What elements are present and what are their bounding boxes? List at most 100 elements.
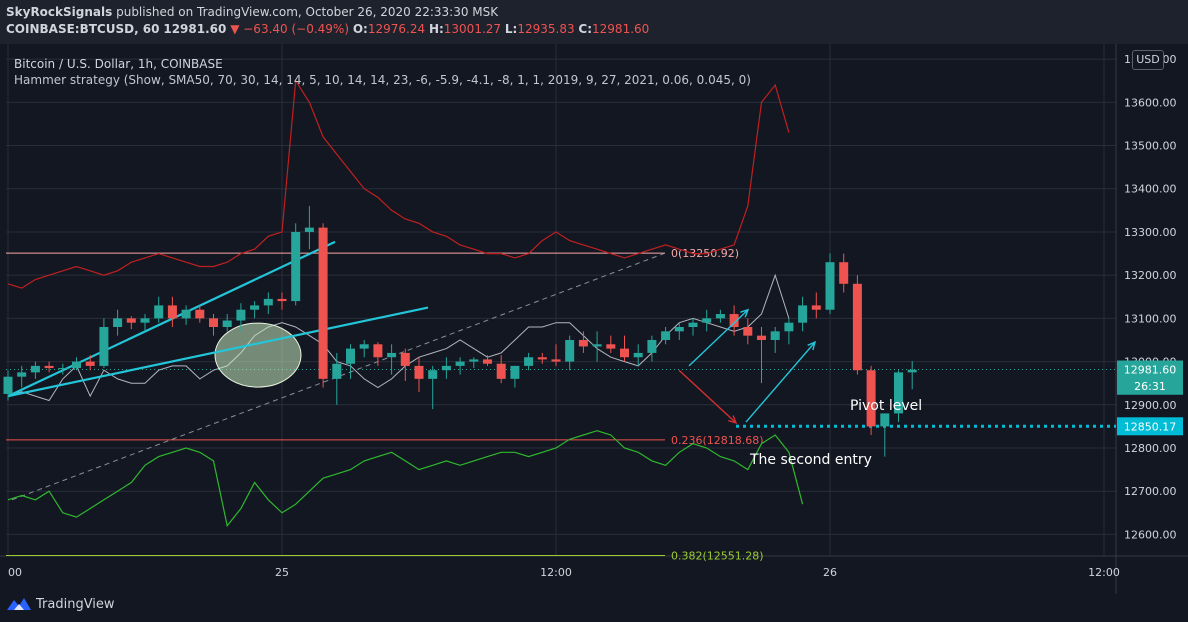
candle-up xyxy=(907,369,917,373)
y-tick-label: 13200.00 xyxy=(1124,269,1177,282)
trendline-shallow xyxy=(7,306,429,398)
price-change: −63.40 (−0.49%) xyxy=(243,22,350,36)
symbol-legend[interactable]: Bitcoin / U.S. Dollar, 1h, COINBASE xyxy=(14,57,223,71)
candle-up xyxy=(469,359,479,362)
open-value: 12976.24 xyxy=(367,22,426,36)
candle-up xyxy=(661,331,671,340)
forecast-arrow-up-2-head xyxy=(807,340,817,351)
candle-down xyxy=(839,262,849,284)
down-triangle-icon: ▼ xyxy=(230,22,240,36)
second-entry-label: The second entry xyxy=(750,452,872,468)
candle-up xyxy=(72,361,81,369)
candle-down xyxy=(44,365,54,369)
price-chart[interactable]: 13700.0013600.0013500.0013400.0013300.00… xyxy=(0,44,1188,594)
price-axis-label-bg xyxy=(1117,360,1183,379)
hammer-highlight-ellipse xyxy=(214,322,302,388)
candle-up xyxy=(30,365,40,373)
candle-down xyxy=(167,305,177,319)
candle-up xyxy=(387,352,397,358)
candle-up xyxy=(263,298,273,306)
y-tick-label: 13600.00 xyxy=(1124,96,1177,109)
candle-down xyxy=(537,357,547,360)
candle-down xyxy=(866,370,876,427)
candle-up xyxy=(113,318,123,328)
candle-up xyxy=(674,327,684,332)
publish-info: SkyRockSignals published on TradingView.… xyxy=(6,4,498,20)
candle-down xyxy=(578,339,588,347)
candle-up xyxy=(784,322,794,332)
candle-up xyxy=(332,363,342,379)
candle-up xyxy=(359,344,369,349)
x-tick-label: 12:00 xyxy=(540,566,572,579)
published-text: published on TradingView.com, October 26… xyxy=(116,5,499,19)
candle-down xyxy=(400,352,410,366)
forecast-arrow-up-1-shaft xyxy=(688,309,749,367)
price-axis-label: 12981.60 xyxy=(1124,364,1177,377)
candle-up xyxy=(715,314,725,319)
price-axis-label-bg xyxy=(1117,417,1183,436)
candle-down xyxy=(483,359,492,364)
x-tick-label: 00 xyxy=(8,566,22,579)
fib-level-label: 0.236(12818.68) xyxy=(671,434,764,447)
candle-up xyxy=(702,318,712,323)
publisher-name[interactable]: SkyRockSignals xyxy=(6,5,113,19)
candle-down xyxy=(757,335,766,340)
fib-level-label: 0.382(12551.28) xyxy=(671,549,764,562)
y-tick-label: 13400.00 xyxy=(1124,183,1177,196)
forecast-arrow-up-1-head xyxy=(740,308,750,318)
candle-up xyxy=(222,320,232,328)
open-label: O: xyxy=(352,22,368,36)
price-axis-label-bg xyxy=(1117,376,1183,395)
upper-band-line xyxy=(7,78,790,289)
candle-up xyxy=(770,331,780,340)
candle-up xyxy=(688,322,698,328)
candle-down xyxy=(277,298,287,302)
y-tick-label: 13500.00 xyxy=(1124,140,1177,153)
y-tick-label: 12800.00 xyxy=(1124,442,1177,455)
currency-badge[interactable]: USD xyxy=(1132,50,1164,70)
candle-up xyxy=(140,318,150,323)
y-tick-label: 12700.00 xyxy=(1124,485,1177,498)
tradingview-footer[interactable]: TradingView xyxy=(6,594,115,614)
candle-down xyxy=(195,309,205,319)
candle-up xyxy=(346,348,355,364)
candle-up xyxy=(17,372,27,377)
y-tick-label: 12900.00 xyxy=(1124,399,1177,412)
candle-up xyxy=(798,305,808,323)
indicator-legend[interactable]: Hammer strategy (Show, SMA50, 70, 30, 14… xyxy=(14,73,751,87)
candle-down xyxy=(743,327,753,336)
candle-up xyxy=(304,227,314,232)
close-label: C: xyxy=(578,22,593,36)
candle-down xyxy=(551,359,561,362)
candle-up xyxy=(428,370,438,379)
forecast-arrow-down-head xyxy=(728,415,738,425)
candle-up xyxy=(880,413,890,427)
candle-up xyxy=(181,309,191,319)
candle-up xyxy=(99,327,109,366)
candle-up xyxy=(592,344,602,347)
symbol-interval: COINBASE:BTCUSD, 60 xyxy=(6,22,160,36)
x-tick-label: 12:00 xyxy=(1088,566,1120,579)
candle-down xyxy=(496,363,506,379)
last-price: 12981.60 xyxy=(163,22,227,36)
high-label: H: xyxy=(428,22,444,36)
forecast-arrow-up-2-shaft xyxy=(745,341,816,423)
price-axis-label: 26:31 xyxy=(1134,380,1166,393)
lower-band-line xyxy=(7,430,804,528)
y-tick-label: 12600.00 xyxy=(1124,528,1177,541)
x-tick-label: 25 xyxy=(275,566,289,579)
candle-down xyxy=(373,344,383,358)
tradingview-logo-icon xyxy=(7,598,31,610)
middle-oscillator-line xyxy=(7,273,790,402)
candle-up xyxy=(236,309,246,321)
candle-up xyxy=(510,365,520,379)
candle-down xyxy=(414,365,424,379)
candle-down xyxy=(126,318,136,323)
x-tick-label: 26 xyxy=(823,566,837,579)
candle-up xyxy=(441,365,451,371)
candle-up xyxy=(455,361,465,366)
candle-down xyxy=(85,361,95,366)
candle-up xyxy=(647,339,657,353)
pivot-level-label: Pivot level xyxy=(850,398,923,414)
low-label: L: xyxy=(504,22,518,36)
